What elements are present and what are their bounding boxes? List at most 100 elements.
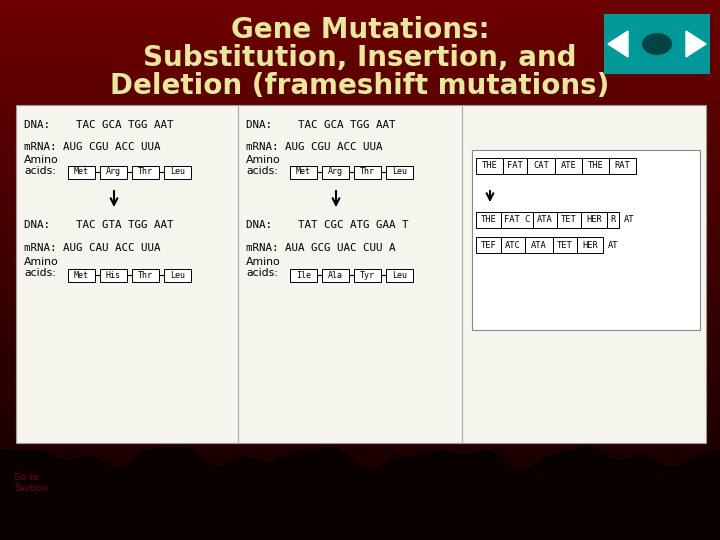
Bar: [0, 388, 720, 390]
Bar: [0, 298, 720, 301]
Bar: [0, 107, 720, 110]
Text: TET: TET: [557, 240, 573, 249]
Bar: [472, 150, 700, 330]
Text: Thr: Thr: [138, 167, 153, 177]
Bar: [0, 264, 720, 266]
Bar: [0, 514, 720, 517]
Bar: [0, 222, 720, 225]
Bar: [0, 310, 720, 313]
Bar: [0, 62, 720, 65]
Text: ATE: ATE: [561, 161, 577, 171]
Bar: [0, 330, 720, 333]
Bar: [0, 308, 720, 312]
Bar: [0, 256, 720, 259]
Bar: [0, 68, 720, 70]
Polygon shape: [608, 31, 628, 57]
Bar: [0, 21, 720, 23]
Bar: [476, 237, 501, 253]
Bar: [0, 130, 720, 133]
Bar: [0, 382, 720, 385]
Bar: [0, 528, 720, 531]
Bar: [0, 186, 720, 189]
Bar: [0, 227, 720, 231]
Bar: [0, 247, 720, 250]
Bar: [0, 386, 720, 389]
Bar: [0, 154, 720, 157]
Bar: [0, 316, 720, 319]
Bar: [0, 204, 720, 207]
Bar: [0, 48, 720, 50]
Bar: [0, 73, 720, 76]
Text: Amino: Amino: [246, 155, 281, 165]
Bar: [0, 431, 720, 434]
Bar: [0, 46, 720, 49]
Bar: [0, 156, 720, 158]
Bar: [164, 165, 191, 179]
Bar: [0, 508, 720, 511]
Text: acids:: acids:: [24, 268, 56, 278]
Bar: [0, 447, 720, 450]
Bar: [0, 280, 720, 282]
Bar: [0, 381, 720, 383]
Text: THE: THE: [482, 161, 498, 171]
Bar: [132, 268, 159, 281]
Bar: [0, 485, 720, 488]
Bar: [555, 158, 582, 174]
Bar: [0, 516, 720, 518]
Bar: [0, 354, 720, 356]
Bar: [0, 114, 720, 117]
Bar: [0, 271, 720, 274]
Bar: [0, 116, 720, 119]
Bar: [0, 262, 720, 265]
Bar: [0, 321, 720, 324]
Bar: [0, 1, 720, 4]
Bar: [0, 332, 720, 335]
Bar: [0, 359, 720, 362]
Bar: [0, 294, 720, 297]
Bar: [0, 202, 720, 205]
Bar: [0, 111, 720, 113]
Bar: [0, 134, 720, 137]
Bar: [0, 494, 720, 497]
Bar: [0, 35, 720, 38]
Bar: [290, 165, 317, 179]
Bar: [0, 510, 720, 513]
Bar: [0, 276, 720, 279]
Bar: [0, 240, 720, 243]
Bar: [0, 55, 720, 58]
Bar: [0, 500, 720, 502]
Bar: [0, 319, 720, 322]
Bar: [354, 268, 381, 281]
Bar: [0, 402, 720, 405]
Bar: [0, 136, 720, 139]
Bar: [0, 366, 720, 369]
Bar: [0, 273, 720, 275]
Polygon shape: [686, 31, 706, 57]
Text: HER: HER: [582, 240, 598, 249]
Bar: [0, 435, 720, 437]
Bar: [100, 268, 127, 281]
Text: RAT: RAT: [615, 161, 631, 171]
Bar: [0, 64, 720, 66]
Bar: [0, 420, 720, 423]
Bar: [322, 165, 349, 179]
Bar: [0, 443, 720, 447]
Bar: [0, 442, 720, 444]
Bar: [0, 44, 720, 47]
Bar: [0, 192, 720, 194]
Text: Tyr: Tyr: [360, 271, 375, 280]
Text: AT: AT: [608, 240, 618, 249]
Bar: [0, 289, 720, 292]
Bar: [0, 251, 720, 254]
Bar: [0, 163, 720, 166]
Bar: [0, 409, 720, 412]
Bar: [501, 212, 533, 228]
Bar: [0, 26, 720, 29]
Bar: [0, 397, 720, 400]
Bar: [0, 31, 720, 34]
Bar: [0, 157, 720, 160]
Bar: [0, 19, 720, 22]
Bar: [164, 268, 191, 281]
Bar: [0, 148, 720, 151]
Bar: [0, 119, 720, 123]
